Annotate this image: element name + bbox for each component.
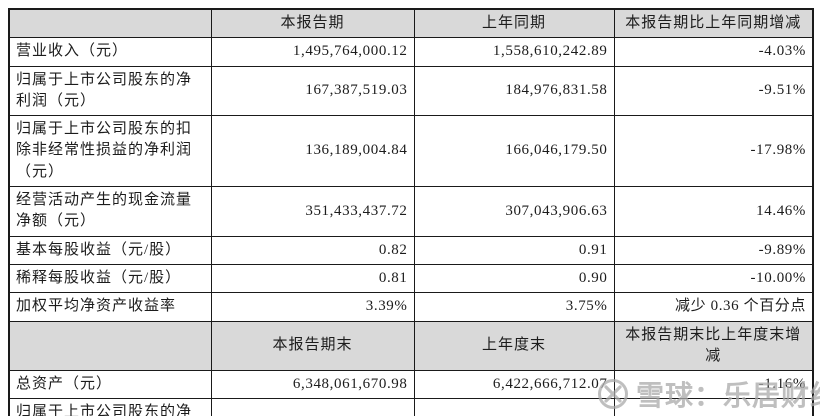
- cell-current: 136,189,004.84: [210, 115, 415, 188]
- cell-change: 14.46%: [613, 186, 814, 237]
- cell-current: 0.82: [210, 235, 415, 265]
- cell-change: -9.51%: [613, 65, 814, 117]
- table-row-diluted-eps: 稀释每股收益（元/股） 0.81 0.90 -10.00%: [8, 263, 814, 294]
- table-row-revenue: 营业收入（元） 1,495,764,000.12 1,558,610,242.8…: [8, 37, 814, 67]
- cell-current: 1,495,764,000.12: [210, 37, 415, 67]
- header-corner-cell: [8, 320, 212, 372]
- cell-prior: 4,796,596,352.25: [413, 398, 615, 416]
- table-row-operating-cash-flow: 经营活动产生的现金流量净额（元） 351,433,437.72 307,043,…: [8, 186, 814, 237]
- header-row-yearend: 本报告期末 上年度末 本报告期末比上年度末增减: [8, 320, 814, 372]
- row-label: 营业收入（元）: [8, 37, 212, 67]
- row-label: 总资产（元）: [8, 370, 212, 400]
- cell-change: 减少 0.36 个百分点: [613, 292, 814, 322]
- table-row-weighted-avg-roe: 加权平均净资产收益率 3.39% 3.75% 减少 0.36 个百分点: [8, 292, 814, 322]
- cell-change: -1.16%: [613, 370, 814, 400]
- cell-current: 167,387,519.03: [210, 65, 415, 117]
- cell-change: -10.00%: [613, 263, 814, 294]
- row-label: 经营活动产生的现金流量净额（元）: [8, 186, 212, 237]
- row-label: 稀释每股收益（元/股）: [8, 263, 212, 294]
- header-prior-yearend: 上年度末: [413, 320, 615, 372]
- cell-prior: 307,043,906.63: [413, 186, 615, 237]
- table-row-total-assets: 总资产（元） 6,348,061,670.98 6,422,666,712.07…: [8, 370, 814, 400]
- cell-prior: 166,046,179.50: [413, 115, 615, 188]
- cell-current: 6,348,061,670.98: [210, 370, 415, 400]
- financial-summary-table: 本报告期 上年同期 本报告期比上年同期增减 营业收入（元） 1,495,764,…: [8, 8, 814, 416]
- header-yearend-change: 本报告期末比上年度末增减: [613, 320, 814, 372]
- cell-prior: 6,422,666,712.07: [413, 370, 615, 400]
- row-label: 归属于上市公司股东的净资产（元）: [8, 398, 212, 416]
- cell-change: -9.89%: [613, 235, 814, 265]
- cell-prior: 184,976,831.58: [413, 65, 615, 117]
- header-prior-period: 上年同期: [413, 8, 615, 39]
- row-label: 归属于上市公司股东的净利润（元）: [8, 65, 212, 117]
- header-current-period-end: 本报告期末: [210, 320, 415, 372]
- row-label: 归属于上市公司股东的扣除非经常性损益的净利润（元）: [8, 115, 212, 188]
- header-corner-cell: [8, 8, 212, 39]
- table-row-net-profit: 归属于上市公司股东的净利润（元） 167,387,519.03 184,976,…: [8, 65, 814, 117]
- cell-prior: 0.91: [413, 235, 615, 265]
- table-row-net-profit-excl-nonrecurring: 归属于上市公司股东的扣除非经常性损益的净利润（元） 136,189,004.84…: [8, 115, 814, 188]
- cell-current: 3.39%: [210, 292, 415, 322]
- cell-prior: 0.90: [413, 263, 615, 294]
- cell-current: 351,433,437.72: [210, 186, 415, 237]
- cell-change: -17.98%: [613, 115, 814, 188]
- cell-current: 4,737,676,805.62: [210, 398, 415, 416]
- header-period-change: 本报告期比上年同期增减: [613, 8, 814, 39]
- cell-change: -4.03%: [613, 37, 814, 67]
- cell-prior: 1,558,610,242.89: [413, 37, 615, 67]
- cell-current: 0.81: [210, 263, 415, 294]
- table-row-net-assets: 归属于上市公司股东的净资产（元） 4,737,676,805.62 4,796,…: [8, 398, 814, 416]
- row-label: 加权平均净资产收益率: [8, 292, 212, 322]
- header-row-period: 本报告期 上年同期 本报告期比上年同期增减: [8, 8, 814, 39]
- cell-prior: 3.75%: [413, 292, 615, 322]
- row-label: 基本每股收益（元/股）: [8, 235, 212, 265]
- table-row-basic-eps: 基本每股收益（元/股） 0.82 0.91 -9.89%: [8, 235, 814, 265]
- cell-change: -1.23%: [613, 398, 814, 416]
- header-current-period: 本报告期: [210, 8, 415, 39]
